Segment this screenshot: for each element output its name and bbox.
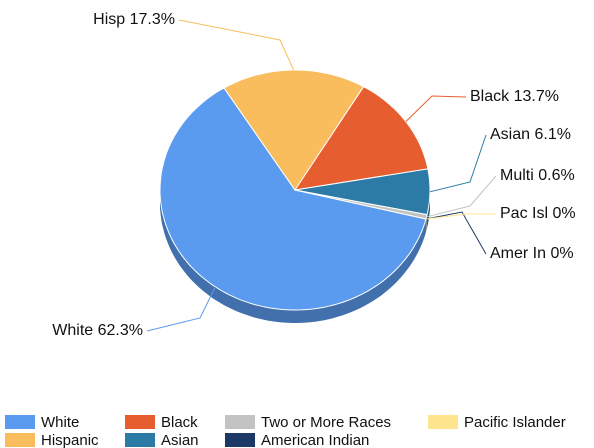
pie-slice (294, 168, 431, 216)
leader-line (425, 213, 496, 220)
data-label: Pac Isl 0% (500, 205, 576, 222)
legend-label: Pacific Islander (464, 414, 566, 431)
legend-swatch (5, 415, 35, 429)
legend-swatch (5, 433, 35, 447)
leader-line (178, 19, 295, 71)
data-label: Hisp 17.3% (93, 11, 175, 28)
legend-label: White (41, 414, 79, 431)
legend-label: Asian (161, 432, 199, 448)
legend-swatch (125, 433, 155, 447)
pie-slice (293, 86, 429, 191)
legend-swatch (428, 415, 458, 429)
leader-line (425, 211, 487, 255)
data-label: Amer In 0% (490, 245, 574, 262)
leader-line (405, 95, 467, 122)
legend-swatch (125, 415, 155, 429)
data-label: Black 13.7% (470, 88, 559, 105)
leader-line (426, 175, 497, 218)
legend-label: Black (161, 414, 198, 431)
data-label: Multi 0.6% (500, 167, 575, 184)
legend-label: Hispanic (41, 432, 99, 448)
legend-swatch (225, 433, 255, 447)
data-label: Asian 6.1% (490, 126, 571, 143)
legend-swatch (225, 415, 255, 429)
legend-label: American Indian (261, 432, 369, 448)
legend-label: Two or More Races (261, 414, 391, 431)
data-label: White 62.3% (52, 322, 143, 339)
leader-line (146, 286, 216, 332)
leader-line (429, 134, 487, 193)
